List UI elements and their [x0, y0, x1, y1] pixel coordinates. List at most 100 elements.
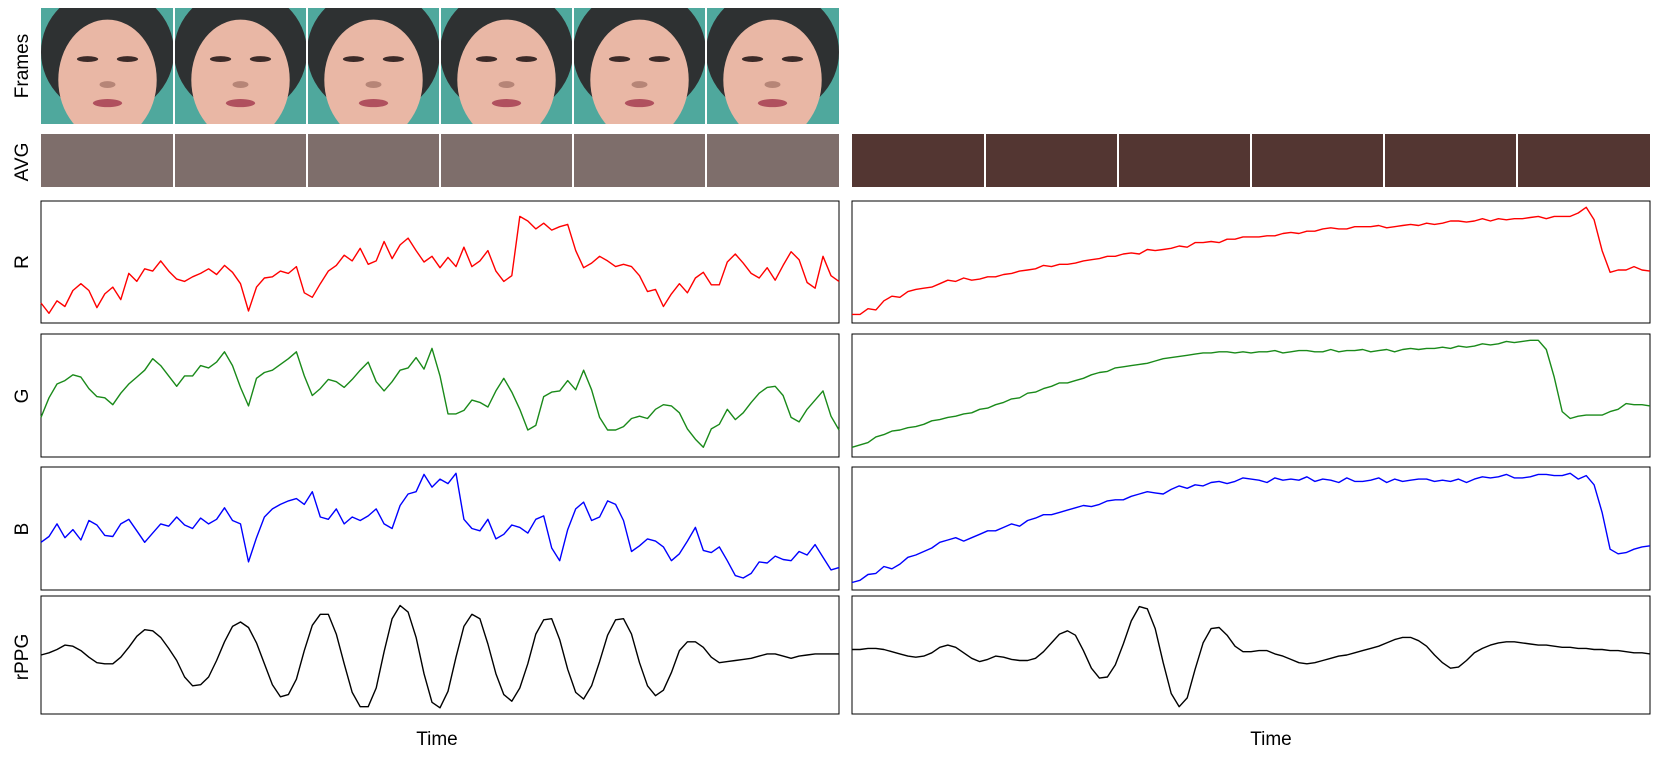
series-line-g: [851, 339, 1651, 448]
mouth-icon: [624, 99, 655, 108]
row-labels: Frames AVG R G B rPPG: [12, 34, 33, 680]
plot-frame: [40, 200, 840, 324]
series-line-r: [40, 215, 840, 314]
eye-icon: [648, 56, 671, 62]
row-label-rppg: rPPG: [12, 634, 33, 680]
row-label-avg: AVG: [12, 143, 33, 182]
series-line-r: [852, 206, 1651, 316]
plot-frame: [40, 466, 840, 591]
avg-strip: [852, 134, 1650, 187]
avg-color-swatch: [307, 134, 440, 187]
eye-icon: [1553, 56, 1574, 62]
frame-background: [1251, 8, 1384, 124]
panel-left: [40, 8, 840, 715]
plot-g: [851, 333, 1651, 458]
nose-icon: [232, 81, 249, 89]
row-label-g: G: [12, 389, 33, 404]
series-line-rppg: [852, 605, 1651, 708]
row-label-r: R: [12, 255, 33, 269]
eye-icon: [741, 56, 764, 62]
eye-icon: [1287, 56, 1308, 62]
face-frame-icon: [590, 19, 689, 124]
frame-3: [1118, 0, 1251, 140]
eye-icon: [1593, 56, 1614, 62]
avg-color-swatch: [706, 134, 839, 187]
avg-color-swatch: [1118, 134, 1251, 187]
plot-frame: [851, 333, 1651, 458]
frames-strip: [41, 8, 839, 124]
frame-background: [985, 8, 1118, 124]
eye-icon: [475, 56, 498, 62]
face-frame-icon: [1534, 20, 1632, 141]
frame-2: [174, 8, 307, 124]
avg-color-swatch: [1517, 134, 1650, 187]
avg-color-swatch: [1251, 134, 1384, 187]
frame-6: [706, 8, 839, 124]
frame-3: [307, 8, 440, 124]
mouth-icon: [358, 99, 389, 108]
plot-frame: [851, 466, 1651, 591]
hair-shape: [985, 0, 1118, 116]
time-axis-label-left: Time: [416, 729, 458, 750]
face-frame-icon: [457, 19, 556, 124]
eye-icon: [1194, 56, 1215, 62]
face-frame-icon: [723, 19, 822, 124]
nose-icon: [1177, 81, 1193, 88]
series-line-b: [40, 472, 840, 579]
mouth-icon: [757, 99, 788, 108]
eye-icon: [1061, 56, 1082, 62]
eye-icon: [249, 56, 272, 62]
plot-b: [851, 466, 1651, 591]
time-axis-label-right: Time: [1250, 729, 1292, 750]
frames-strip: [852, 0, 1650, 141]
mouth-icon: [225, 99, 256, 108]
avg-color-swatch: [573, 134, 706, 187]
avg-color-swatch: [41, 134, 174, 187]
face-frame-icon: [1268, 20, 1366, 141]
eye-icon: [1154, 56, 1175, 62]
frame-6: [1517, 0, 1650, 140]
avg-strip: [41, 134, 839, 187]
frame-5: [573, 8, 706, 124]
series-line-rppg: [40, 604, 839, 709]
nose-icon: [764, 81, 781, 89]
eye-icon: [1327, 56, 1348, 62]
mouth-icon: [1569, 99, 1598, 107]
plot-b: [40, 466, 840, 591]
mouth-icon: [1303, 99, 1332, 107]
hair-shape: [1517, 0, 1650, 116]
plot-rppg: [851, 595, 1651, 715]
nose-icon: [1443, 81, 1459, 88]
face-frame-icon: [324, 19, 423, 124]
frame-5: [1384, 0, 1517, 140]
plot-frame: [40, 595, 840, 715]
mouth-icon: [491, 99, 522, 108]
eye-icon: [76, 56, 99, 62]
eye-icon: [1420, 56, 1441, 62]
plot-rppg: [40, 595, 840, 715]
mouth-icon: [1436, 99, 1465, 107]
eye-icon: [928, 56, 949, 62]
nose-icon: [911, 81, 927, 88]
frame-1: [41, 8, 174, 124]
hair-shape: [1251, 0, 1384, 116]
plot-frame: [851, 200, 1651, 324]
frame-background: [1517, 8, 1650, 124]
frame-background: [1118, 8, 1251, 124]
eye-icon: [781, 56, 804, 62]
eye-icon: [209, 56, 232, 62]
avg-color-swatch: [985, 134, 1118, 187]
face-frame-icon: [869, 20, 967, 141]
frame-background: [852, 8, 985, 124]
hair-shape: [852, 0, 985, 116]
nose-icon: [1044, 81, 1060, 88]
eye-icon: [116, 56, 139, 62]
nose-icon: [498, 81, 515, 89]
avg-color-swatch: [440, 134, 573, 187]
frame-4: [440, 8, 573, 124]
plot-r: [40, 200, 840, 324]
series-line-b: [851, 472, 1651, 584]
face-frame-icon: [191, 19, 290, 124]
frame-background: [1384, 8, 1517, 124]
